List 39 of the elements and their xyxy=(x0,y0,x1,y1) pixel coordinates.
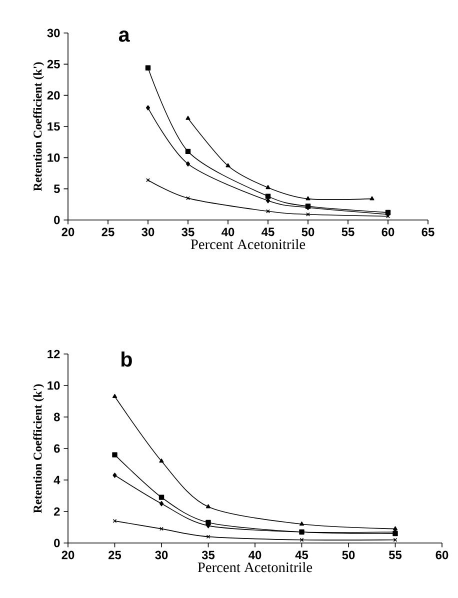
x-tick-label: 30 xyxy=(155,550,168,560)
y-tick-label: 10 xyxy=(48,381,60,390)
x-tick-label: 40 xyxy=(222,228,234,236)
x-tick-label: 60 xyxy=(436,550,448,560)
x-tick-label: 50 xyxy=(342,550,355,560)
x-axis-title: Percent Acetonitrile xyxy=(190,239,306,250)
x-tick-label: 20 xyxy=(62,550,74,560)
y-tick-label: 4 xyxy=(54,476,60,484)
y-tick-label: 0 xyxy=(54,538,60,548)
x-tick-label: 65 xyxy=(422,228,434,236)
y-tick-label: 0 xyxy=(54,216,60,224)
x-tick-label: 60 xyxy=(382,228,394,236)
y-tick-label: 2 xyxy=(54,507,60,516)
y-tick-label: 10 xyxy=(48,153,60,162)
x-tick-label: 25 xyxy=(108,550,122,560)
y-axis-title: Retention Coefficient (k') xyxy=(33,62,44,192)
y-tick-label: 5 xyxy=(54,184,60,193)
x-tick-label: 55 xyxy=(388,550,402,560)
x-tick-label: 30 xyxy=(142,228,154,236)
x-tick-label: 35 xyxy=(202,550,215,560)
y-tick-label: 15 xyxy=(48,122,60,131)
x-tick-label: 55 xyxy=(342,228,354,236)
y-tick-label: 30 xyxy=(47,28,60,38)
x-tick-label: 50 xyxy=(302,228,314,236)
x-tick-label: 20 xyxy=(62,228,74,236)
y-tick-label: 20 xyxy=(47,91,60,100)
y-tick-label: 25 xyxy=(47,60,60,68)
x-tick-label: 45 xyxy=(295,550,308,560)
x-axis-title: Percent Acetonitrile xyxy=(198,562,312,572)
x-tick-label: 25 xyxy=(102,228,114,236)
y-tick-label: 8 xyxy=(54,412,60,422)
chart-title: a xyxy=(118,30,130,42)
chart-title: b xyxy=(122,352,132,367)
x-tick-label: 45 xyxy=(262,228,274,236)
y-tick-label: 6 xyxy=(54,444,60,453)
y-tick-label: 12 xyxy=(48,350,60,358)
x-tick-label: 35 xyxy=(182,228,194,236)
y-axis-title: Retention Coefficient (k') xyxy=(33,384,44,514)
x-tick-label: 40 xyxy=(248,550,262,560)
